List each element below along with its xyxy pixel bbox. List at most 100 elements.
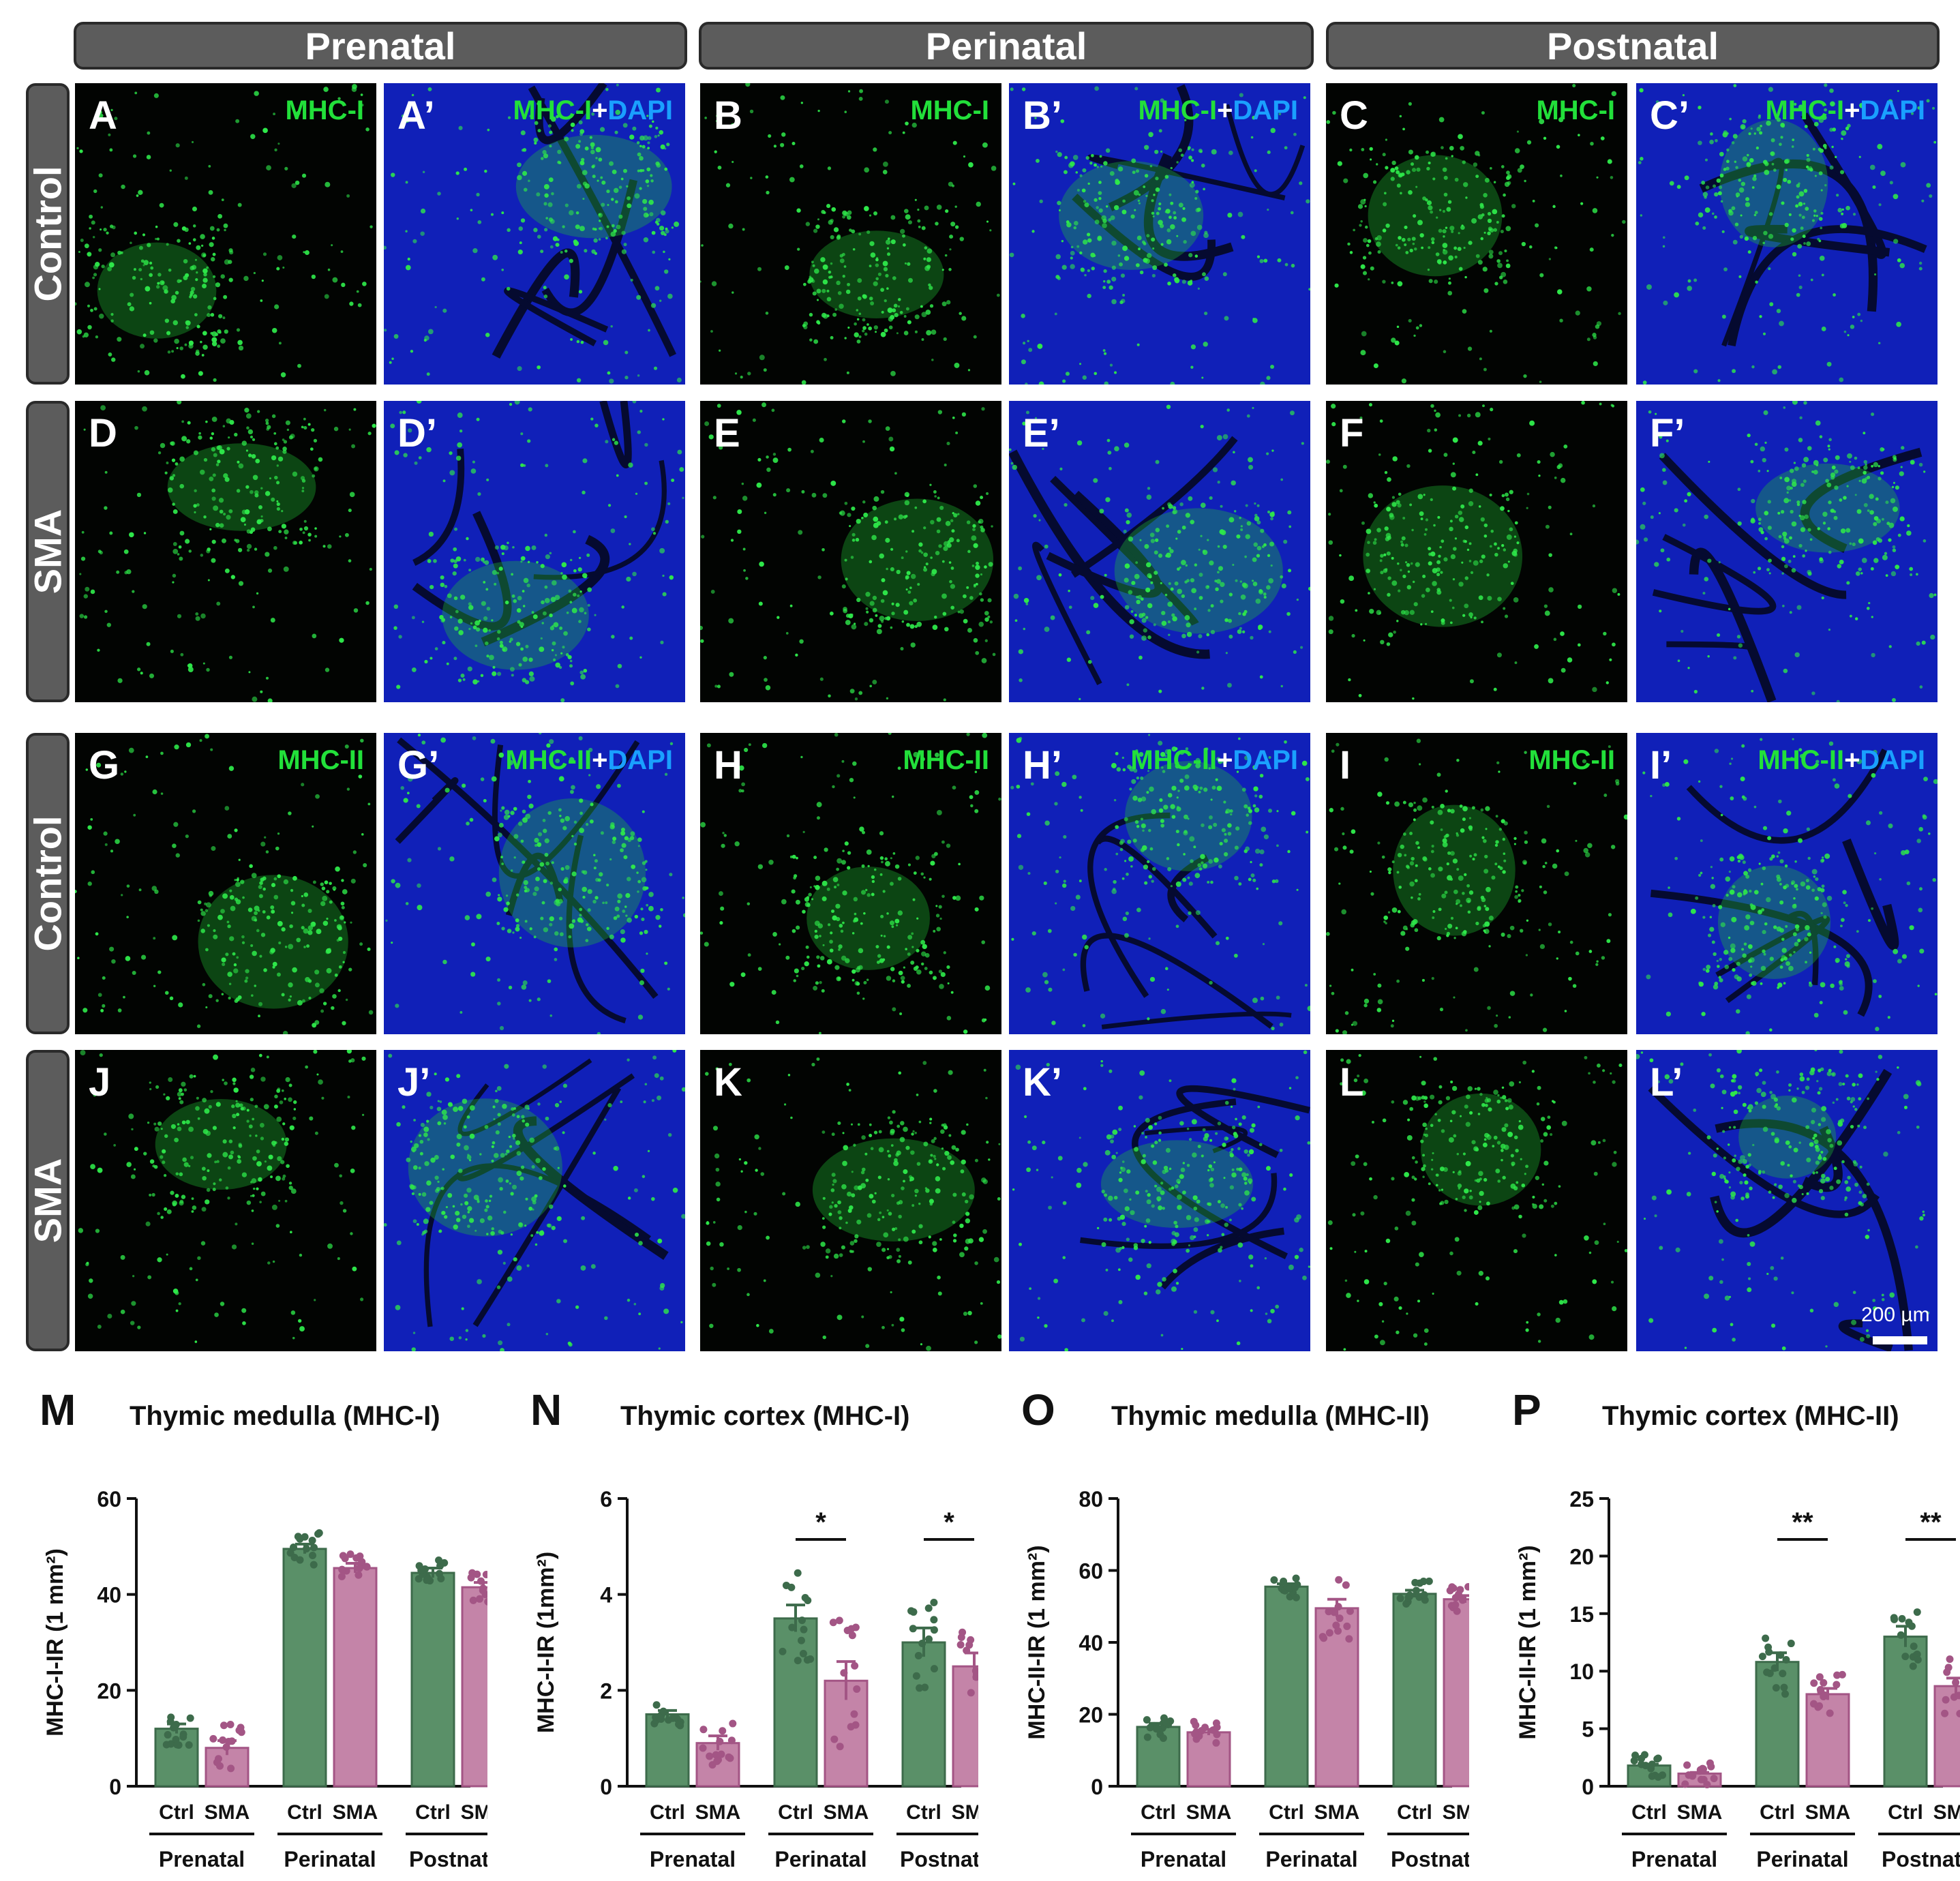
chart-o: O Thymic medulla (MHC-II) 0 20 40 60 80 MHC-II-… [1021, 1385, 1469, 1871]
data-point [1897, 1631, 1905, 1639]
panel-label: C’ [1650, 93, 1689, 138]
data-point [1191, 1730, 1199, 1738]
micrograph-texture [385, 733, 685, 1034]
group-label: Perinatal [1265, 1847, 1357, 1871]
y-axis-label: MHC-II-IR (1 mm²) [1024, 1545, 1050, 1739]
data-point [659, 1707, 667, 1715]
micrograph-panel-a: A MHC-I [75, 83, 376, 385]
chart-n: N Thymic cortex (MHC-I) 0 2 4 6 MHC-I-IR (1mm²… [530, 1385, 978, 1871]
panel-label: L [1340, 1060, 1364, 1104]
data-point [1330, 1608, 1338, 1616]
micrograph-panel-g: G MHC-II [75, 733, 376, 1034]
panel-label: L’ [1650, 1060, 1683, 1104]
category-label: Ctrl [415, 1801, 451, 1824]
panel-label: F’ [1650, 411, 1685, 455]
data-point [787, 1583, 796, 1591]
data-point [338, 1565, 346, 1574]
stain-label: MHC-I+DAPI [513, 95, 673, 126]
data-point [1425, 1577, 1433, 1585]
data-point [1190, 1717, 1198, 1726]
stain-dapi: DAPI [607, 95, 673, 125]
micrograph-texture [705, 1057, 1001, 1351]
data-point [477, 1577, 485, 1585]
data-point [971, 1667, 978, 1675]
data-point [1810, 1679, 1818, 1687]
bar [410, 1571, 455, 1788]
panel-label: I’ [1650, 743, 1672, 787]
data-point [1952, 1679, 1960, 1687]
data-point [719, 1727, 727, 1735]
y-tick-label: 20 [1079, 1703, 1103, 1728]
category-label: SMA [695, 1801, 741, 1824]
group-label: Perinatal [284, 1847, 376, 1871]
chart-letter: M [40, 1385, 76, 1434]
data-point [227, 1764, 235, 1773]
data-point [930, 1665, 938, 1673]
panel-label: J [89, 1060, 111, 1104]
micrograph-panel-h: H MHC-II [700, 733, 1001, 1034]
micrograph-panel-c-prime: C’ MHC-I+DAPI [1636, 83, 1938, 385]
data-point [1901, 1653, 1910, 1661]
data-point [473, 1570, 481, 1578]
data-point [1910, 1642, 1918, 1651]
micrograph-texture [1326, 401, 1620, 700]
significance-label: * [944, 1507, 954, 1537]
micrograph-texture [1636, 401, 1937, 702]
data-point [1343, 1622, 1351, 1630]
data-point [1159, 1734, 1167, 1742]
category-label: SMA [1677, 1801, 1723, 1824]
panel-label: B [714, 93, 742, 138]
data-point [1320, 1634, 1328, 1642]
stain-marker: MHC-II [903, 745, 989, 775]
data-point [1325, 1629, 1333, 1637]
y-tick-label: 40 [1079, 1631, 1103, 1655]
data-point [219, 1736, 227, 1744]
data-point [967, 1636, 975, 1644]
micrograph-panel-j-prime: J’ [384, 1050, 685, 1351]
data-point [352, 1554, 361, 1562]
data-point [1638, 1754, 1646, 1762]
micrograph-panel-i-prime: I’ MHC-II+DAPI [1636, 733, 1938, 1034]
data-point [1456, 1586, 1464, 1594]
y-tick-label: 20 [1569, 1544, 1594, 1569]
data-point [1143, 1716, 1151, 1724]
data-point [1292, 1574, 1300, 1582]
stain-marker: MHC-II [1130, 745, 1218, 775]
category-label: Ctrl [1141, 1801, 1176, 1824]
category-label: Ctrl [287, 1801, 322, 1824]
data-point [843, 1626, 851, 1634]
data-point [652, 1701, 661, 1709]
data-point [1334, 1627, 1342, 1635]
data-point [1342, 1581, 1350, 1589]
data-point [930, 1616, 938, 1624]
data-point [1838, 1670, 1846, 1679]
y-tick-label: 20 [97, 1679, 121, 1703]
data-point [226, 1720, 235, 1728]
data-point [930, 1599, 938, 1607]
stain-dapi: DAPI [607, 745, 673, 775]
data-point [921, 1683, 929, 1691]
data-point [916, 1684, 924, 1692]
group-label: Prenatal [159, 1847, 245, 1871]
bar [773, 1617, 818, 1788]
data-point [788, 1623, 796, 1631]
data-point [729, 1719, 737, 1728]
micrograph-panel-f-prime: F’ [1636, 401, 1938, 702]
bar [1755, 1661, 1800, 1788]
category-label: Ctrl [1760, 1801, 1795, 1824]
data-point [853, 1685, 861, 1693]
data-point [228, 1737, 236, 1745]
data-point [1810, 1700, 1818, 1708]
micrograph-texture [1009, 84, 1310, 385]
data-point [440, 1559, 449, 1567]
stain-plus: + [1217, 95, 1233, 125]
stain-label: MHC-I [1536, 95, 1615, 126]
data-point [185, 1741, 193, 1749]
stain-label: MHC-I+DAPI [1766, 95, 1925, 126]
micrograph-texture [1636, 1050, 1930, 1351]
data-point [1152, 1725, 1160, 1733]
bar [901, 1641, 946, 1788]
data-point [1402, 1599, 1411, 1608]
data-point [1782, 1655, 1790, 1664]
data-point [1325, 1608, 1333, 1616]
